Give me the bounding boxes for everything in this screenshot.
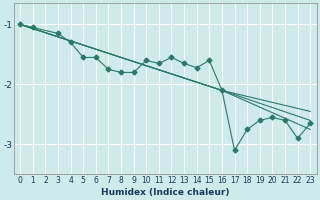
X-axis label: Humidex (Indice chaleur): Humidex (Indice chaleur) <box>101 188 229 197</box>
